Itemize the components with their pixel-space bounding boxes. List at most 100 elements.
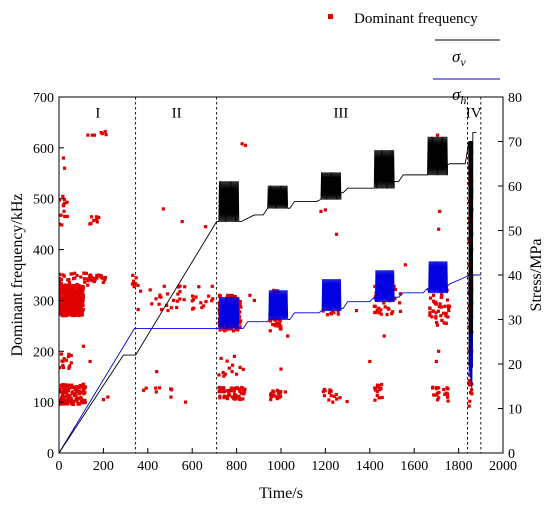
frequency-point: [446, 399, 450, 403]
frequency-point: [65, 310, 69, 314]
frequency-point: [77, 287, 82, 291]
frequency-point: [61, 156, 66, 160]
frequency-point: [59, 279, 62, 284]
frequency-point: [65, 200, 69, 204]
frequency-point: [175, 299, 179, 303]
frequency-point: [80, 383, 85, 387]
frequency-point: [59, 276, 62, 281]
frequency-point: [65, 394, 70, 398]
frequency-point: [95, 273, 99, 278]
frequency-point: [446, 387, 450, 391]
frequency-point: [191, 307, 195, 311]
frequency-point: [62, 388, 66, 392]
frequency-point: [242, 390, 246, 394]
frequency-point: [169, 306, 174, 310]
frequency-point: [79, 313, 83, 317]
frequency-point: [169, 387, 173, 391]
frequency-point: [437, 349, 441, 353]
frequency-point: [61, 194, 65, 198]
sigma-h-series: [59, 261, 481, 453]
frequency-point: [446, 304, 450, 308]
frequency-point: [97, 273, 101, 277]
frequency-point: [354, 309, 359, 313]
y-right-tick-label: 10: [508, 403, 522, 418]
frequency-point: [237, 320, 242, 324]
frequency-point: [88, 359, 92, 364]
frequency-point: [75, 396, 79, 400]
frequency-point: [241, 397, 245, 401]
frequency-point: [375, 389, 379, 394]
frequency-point: [90, 279, 95, 283]
frequency-point: [243, 387, 247, 391]
frequency-point: [76, 402, 80, 406]
frequency-point: [81, 297, 85, 301]
frequency-point: [64, 300, 68, 304]
frequency-point: [63, 313, 67, 318]
frequency-point: [180, 220, 184, 224]
frequency-point: [207, 294, 211, 298]
frequency-point: [323, 208, 327, 212]
frequency-point: [88, 274, 92, 278]
frequency-point: [434, 387, 439, 391]
frequency-point: [73, 387, 77, 391]
frequency-point: [78, 310, 82, 314]
frequency-point: [67, 292, 71, 296]
frequency-point: [70, 297, 75, 302]
x-tick-label: 2000: [489, 459, 517, 474]
frequency-point: [59, 390, 63, 394]
frequency-point: [334, 392, 338, 397]
frequency-point: [73, 313, 78, 318]
frequency-point: [90, 133, 94, 137]
frequency-point: [59, 387, 62, 392]
frequency-point: [225, 359, 229, 363]
x-tick-label: 1400: [356, 459, 384, 474]
frequency-point: [71, 308, 75, 312]
frequency-point: [74, 305, 78, 309]
frequency-point: [73, 303, 77, 307]
frequency-point: [72, 288, 76, 293]
frequency-point: [268, 329, 272, 333]
frequency-point: [78, 295, 82, 300]
frequency-point: [178, 284, 182, 288]
frequency-point: [62, 197, 66, 202]
frequency-point: [443, 304, 447, 308]
frequency-point: [391, 310, 395, 314]
frequency-point: [71, 385, 76, 389]
frequency-point: [235, 372, 239, 376]
frequency-point: [77, 294, 82, 298]
frequency-point: [194, 295, 198, 299]
frequency-point: [240, 387, 245, 391]
x-tick-label: 600: [182, 459, 203, 474]
frequency-point: [218, 294, 222, 298]
y-left-tick-label: 200: [33, 345, 54, 360]
frequency-point: [142, 388, 146, 392]
frequency-point: [191, 297, 196, 302]
frequency-point: [59, 293, 62, 297]
frequency-point: [84, 271, 88, 275]
frequency-point: [62, 357, 66, 361]
frequency-point: [191, 294, 195, 298]
frequency-point: [222, 396, 226, 400]
frequency-point: [229, 386, 234, 390]
frequency-point: [379, 383, 384, 387]
frequency-point: [62, 398, 66, 402]
legend: Dominant frequency σv σh: [328, 11, 500, 107]
frequency-point: [398, 292, 403, 296]
y-right-tick-label: 70: [508, 136, 522, 151]
frequency-point: [223, 329, 227, 333]
frequency-point: [239, 305, 243, 309]
x-tick-label: 0: [56, 459, 63, 474]
frequency-point: [322, 387, 326, 392]
frequency-point: [75, 273, 79, 278]
frequency-point: [221, 370, 225, 375]
frequency-point: [65, 214, 69, 219]
frequency-point: [79, 275, 83, 279]
frequency-point: [88, 277, 92, 281]
frequency-point: [165, 303, 169, 307]
x-tick-label: 200: [93, 459, 114, 474]
frequency-point: [435, 323, 440, 327]
stage-labels: I II III IV: [95, 105, 481, 121]
frequency-point: [435, 320, 439, 325]
frequency-point: [237, 315, 242, 319]
frequency-point: [376, 384, 381, 388]
